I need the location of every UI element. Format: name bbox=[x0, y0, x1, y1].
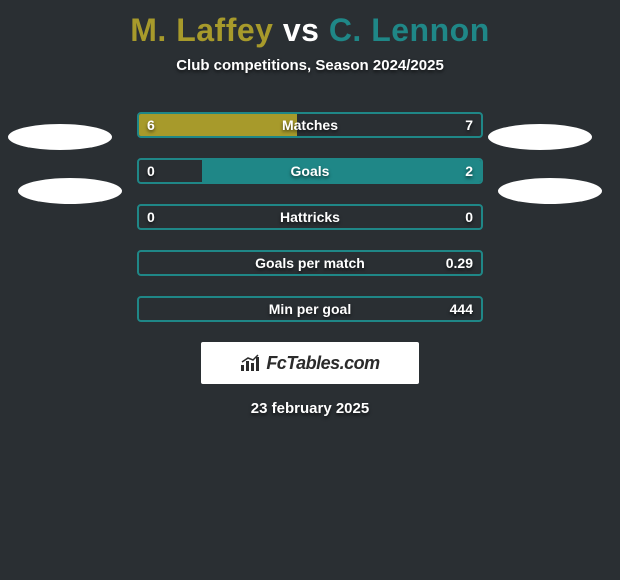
stat-value-right: 0 bbox=[465, 209, 473, 225]
avatar-ellipse-left_bot bbox=[18, 178, 122, 204]
player2-name: C. Lennon bbox=[329, 12, 490, 48]
comparison-title: M. Laffey vs C. Lennon bbox=[0, 0, 620, 49]
brand-badge: FcTables.com bbox=[201, 342, 419, 384]
stat-value-left: 0 bbox=[147, 163, 155, 179]
brand-chart-icon bbox=[240, 354, 262, 372]
subtitle: Club competitions, Season 2024/2025 bbox=[0, 57, 620, 74]
stat-row: Goals02 bbox=[137, 158, 483, 184]
stat-value-left: 0 bbox=[147, 209, 155, 225]
footer-date: 23 february 2025 bbox=[0, 400, 620, 417]
vs-text: vs bbox=[283, 12, 320, 48]
stat-fill-left bbox=[139, 114, 297, 136]
stat-label: Min per goal bbox=[139, 301, 481, 317]
player1-name: M. Laffey bbox=[130, 12, 273, 48]
stats-container: Matches67Goals02Hattricks00Goals per mat… bbox=[137, 112, 483, 322]
stat-value-right: 7 bbox=[465, 117, 473, 133]
stat-value-right: 444 bbox=[450, 301, 473, 317]
brand-text: FcTables.com bbox=[266, 353, 379, 374]
stat-row: Min per goal444 bbox=[137, 296, 483, 322]
stat-value-right: 0.29 bbox=[446, 255, 473, 271]
brand-inner: FcTables.com bbox=[240, 353, 379, 374]
stat-label: Goals per match bbox=[139, 255, 481, 271]
avatar-ellipse-left_top bbox=[8, 124, 112, 150]
stat-row: Goals per match0.29 bbox=[137, 250, 483, 276]
avatar-ellipse-right_bot bbox=[498, 178, 602, 204]
avatar-ellipse-right_top bbox=[488, 124, 592, 150]
stat-fill-right bbox=[202, 160, 481, 182]
stat-label: Hattricks bbox=[139, 209, 481, 225]
stat-row: Matches67 bbox=[137, 112, 483, 138]
stat-row: Hattricks0 0 bbox=[137, 204, 483, 230]
